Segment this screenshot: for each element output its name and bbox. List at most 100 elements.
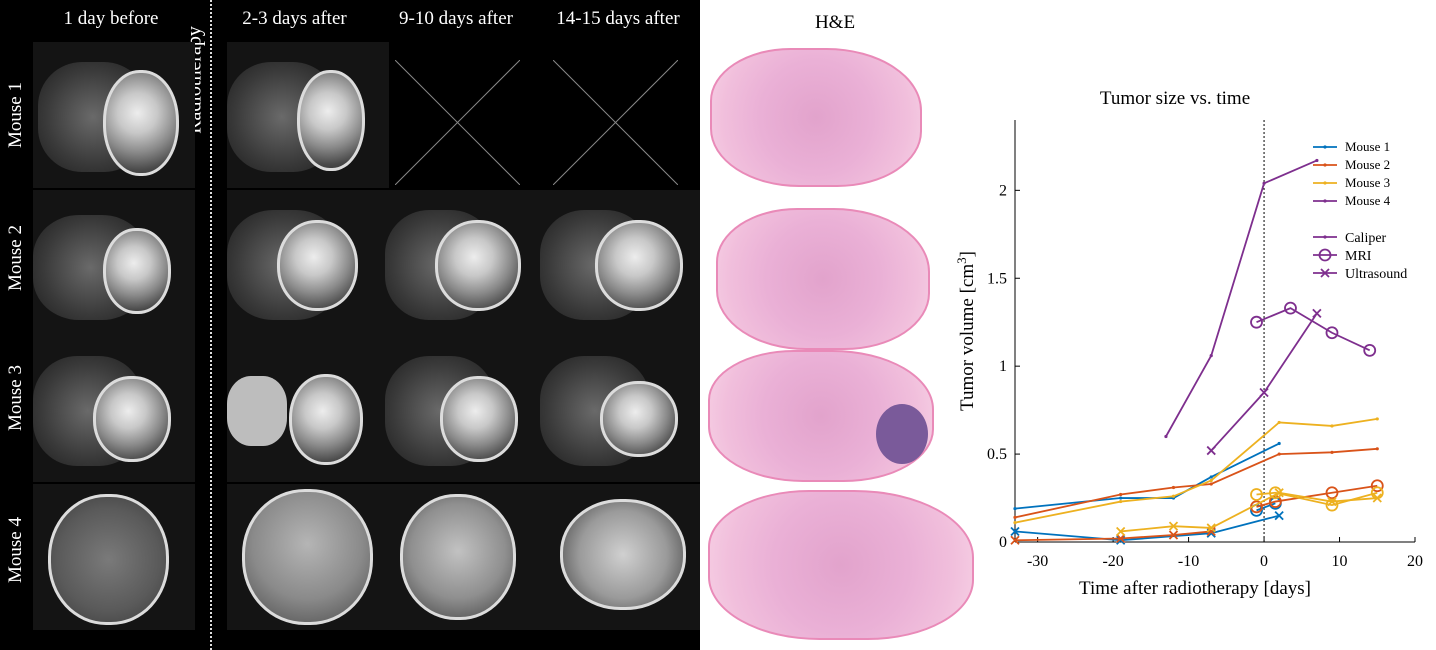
y-tick-label: 1.5 [987, 270, 1007, 287]
ultrasound-point [1168, 530, 1179, 540]
x-tick-label: -10 [1178, 553, 1199, 570]
caliper-point [1119, 496, 1123, 500]
legend-marker [1323, 199, 1327, 203]
ultrasound-point [1116, 526, 1126, 537]
ultrasound-point [1274, 488, 1284, 498]
series-line [1165, 159, 1318, 437]
series-line [1014, 447, 1378, 519]
caliper-point [1209, 478, 1213, 483]
y-tick-label: 1 [999, 358, 1007, 375]
x-tick-label: -20 [1102, 553, 1123, 570]
tumor-size-chart: -30 -20 -10 0 10 20 0 0.5 1 1.5 2 Tumor size vs. ti… [954, 88, 1423, 599]
legend-label: MRI [1345, 249, 1372, 264]
ultrasound-point [1274, 510, 1284, 521]
y-axis-label: Tumor volume [cm3] [954, 251, 978, 411]
y-tick-label: 2 [999, 182, 1007, 199]
series-mouse-2-ultrasound [1010, 526, 1216, 545]
caliper-point [1013, 506, 1017, 511]
series-line [1014, 530, 1212, 542]
mri-point [1363, 343, 1377, 357]
legend-label: Mouse 4 [1345, 193, 1391, 208]
legend-marker [1323, 163, 1327, 167]
series-mouse-4-ultrasound [1206, 308, 1322, 456]
x-axis-label: Time after radiotherapy [days] [1079, 578, 1311, 599]
legend-marker [1323, 181, 1327, 185]
ultrasound-point [1372, 493, 1382, 503]
caliper-point [1171, 485, 1176, 490]
caliper-point [1330, 450, 1334, 454]
legend-marker [1323, 145, 1327, 149]
mri-image [540, 484, 702, 630]
mri-image [540, 190, 702, 336]
mri-point [1284, 301, 1297, 315]
column-header-1-day-before: 1 day before [63, 8, 159, 29]
ultrasound-point [1010, 526, 1020, 537]
caliper-point [1209, 475, 1213, 479]
caliper-point [1209, 354, 1213, 358]
mri-point [1325, 486, 1339, 500]
mri-image [385, 190, 547, 336]
series-mouse-2-caliper [1013, 447, 1379, 519]
mri-point [1370, 479, 1384, 493]
ultrasound-point [1206, 523, 1216, 533]
caliper-point [1315, 158, 1319, 163]
row-label-mouse-3: Mouse 3 [5, 365, 26, 431]
row-label-mouse-1: Mouse 1 [5, 82, 26, 148]
row-label-mouse-2: Mouse 2 [5, 225, 26, 291]
series-line [1256, 307, 1371, 352]
ultrasound-point [1116, 533, 1126, 544]
mri-point [1318, 248, 1332, 262]
mri-image [385, 484, 547, 630]
x-tick-label: 0 [1260, 553, 1268, 570]
caliper-point [1013, 515, 1017, 519]
column-header-14-15-days-after: 14-15 days after [556, 8, 680, 29]
ultrasound-point [1206, 526, 1216, 537]
ultrasound-point [1327, 496, 1337, 507]
legend-label: Mouse 2 [1345, 157, 1390, 172]
series-line [1014, 514, 1280, 542]
caliper-point [1277, 441, 1281, 446]
column-header-2-3-days-after: 2-3 days after [242, 8, 347, 29]
chart-title: Tumor size vs. time [1100, 88, 1250, 109]
mri-point [1250, 488, 1263, 501]
series-mouse-3-caliper [1013, 417, 1379, 525]
ultrasound-point [1168, 521, 1179, 531]
missing-image-cross [395, 60, 520, 185]
caliper-point [1375, 417, 1379, 421]
series-line [1014, 418, 1378, 524]
series-mouse-1-caliper [1013, 441, 1281, 511]
mri-image [385, 336, 547, 482]
caliper-point [1119, 492, 1123, 497]
ultrasound-point [1259, 387, 1269, 398]
mri-image [227, 42, 389, 188]
caliper-point [1209, 482, 1213, 486]
mri-image [33, 336, 195, 482]
legend-label: Mouse 1 [1345, 139, 1390, 154]
legend-label: Ultrasound [1345, 267, 1407, 282]
series-mouse-3-ultrasound [1116, 488, 1382, 537]
caliper-point [1277, 420, 1281, 425]
caliper-point [1277, 452, 1281, 456]
series-mouse-4-caliper [1164, 158, 1319, 439]
x-tick-label: 10 [1332, 553, 1348, 570]
caliper-point [1262, 181, 1266, 185]
missing-image-cross [553, 60, 678, 185]
mri-point [1250, 315, 1263, 329]
he-slice [710, 48, 922, 187]
series-line [1256, 502, 1276, 512]
ultrasound-point [1320, 268, 1330, 278]
row-label-mouse-4: Mouse 4 [5, 517, 26, 583]
x-tick-label: 20 [1407, 553, 1423, 570]
mri-image [227, 336, 389, 482]
caliper-point [1164, 434, 1168, 439]
x-tick-label: -30 [1027, 553, 1048, 570]
series-line [1120, 491, 1378, 533]
he-title: H&E [814, 12, 856, 33]
legend-label: Caliper [1345, 231, 1387, 246]
mri-point [1325, 498, 1339, 512]
caliper-point [1171, 494, 1176, 498]
y-tick-label: 0 [999, 534, 1007, 551]
mri-image [227, 190, 389, 336]
he-histology-panel: H&E [700, 0, 974, 650]
caliper-point [1323, 235, 1327, 239]
